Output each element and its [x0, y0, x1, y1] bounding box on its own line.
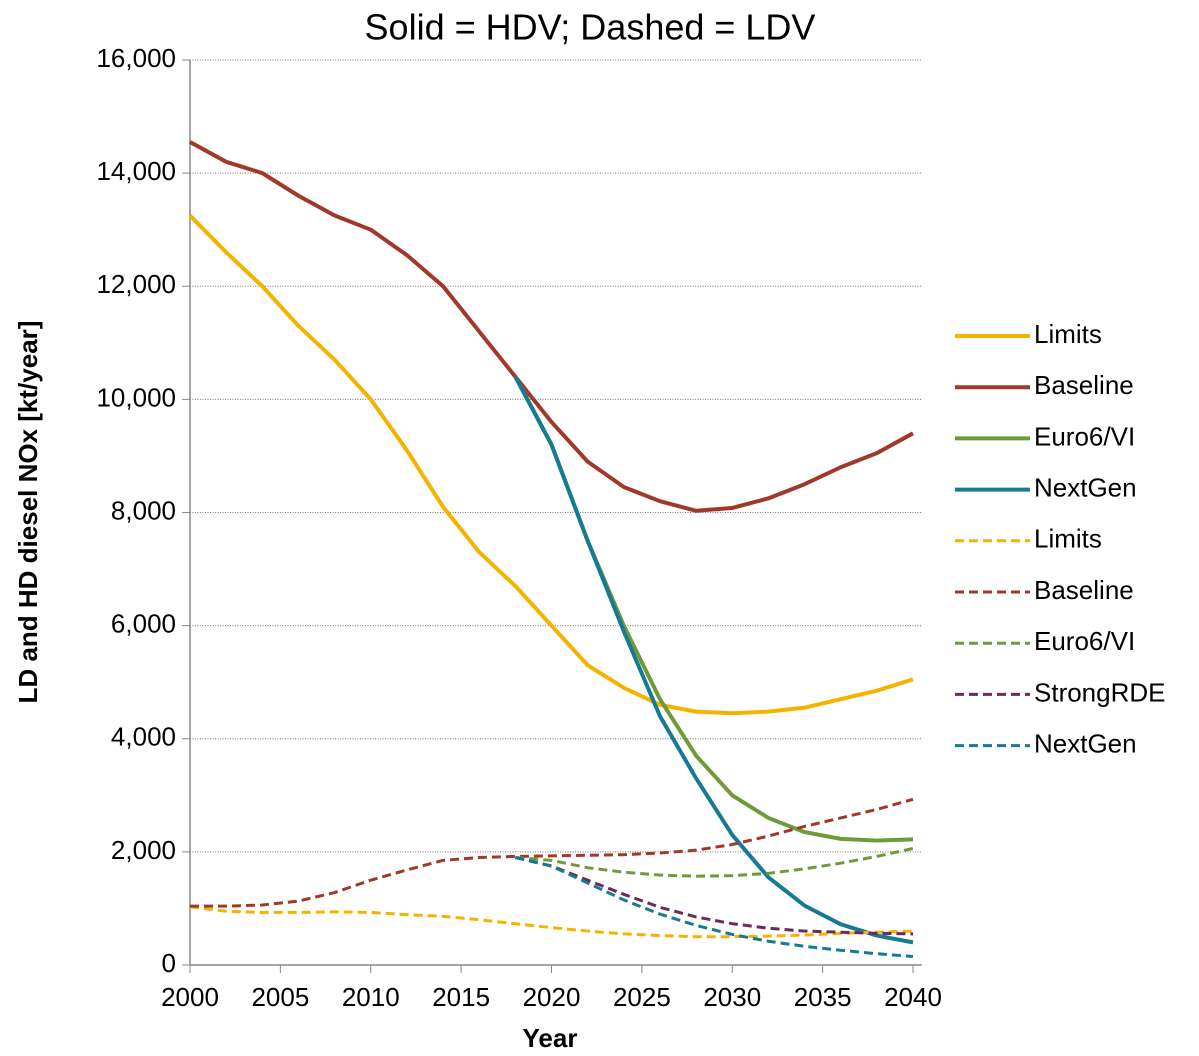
legend-label: StrongRDE	[1034, 677, 1166, 707]
chart-title: Solid = HDV; Dashed = LDV	[365, 7, 816, 48]
y-tick-label: 10,000	[96, 382, 176, 412]
legend-label: Euro6/VI	[1034, 626, 1135, 656]
x-tick-label: 2025	[613, 982, 671, 1012]
x-tick-label: 2015	[432, 982, 490, 1012]
y-tick-label: 2,000	[111, 835, 176, 865]
x-tick-label: 2000	[161, 982, 219, 1012]
series-line	[515, 856, 914, 959]
legend-label: NextGen	[1034, 472, 1137, 502]
x-tick-label: 2040	[884, 982, 942, 1012]
series-line	[515, 856, 914, 936]
y-tick-label: 12,000	[96, 269, 176, 299]
x-tick-label: 2030	[703, 982, 761, 1012]
y-tick-label: 0	[162, 948, 176, 978]
y-axis-label: LD and HD diesel NOx [kt/year]	[13, 321, 43, 704]
y-tick-label: 6,000	[111, 609, 176, 639]
x-tick-label: 2005	[251, 982, 309, 1012]
y-tick-label: 16,000	[96, 43, 176, 73]
x-tick-label: 2035	[794, 982, 852, 1012]
x-tick-label: 2010	[342, 982, 400, 1012]
series-line	[515, 847, 914, 878]
legend-label: Euro6/VI	[1034, 421, 1135, 451]
y-tick-label: 8,000	[111, 495, 176, 525]
legend-label: Limits	[1034, 319, 1102, 349]
series-line	[190, 797, 914, 908]
legend-label: Baseline	[1034, 575, 1134, 605]
series-line	[189, 905, 914, 939]
y-tick-label: 14,000	[96, 156, 176, 186]
series-line	[188, 214, 914, 716]
legend-label: Baseline	[1034, 370, 1134, 400]
series-line	[513, 375, 914, 945]
series-line	[189, 140, 914, 513]
y-tick-label: 4,000	[111, 722, 176, 752]
x-axis-label: Year	[523, 1023, 578, 1053]
x-tick-label: 2020	[523, 982, 581, 1012]
legend-label: Limits	[1034, 524, 1102, 554]
legend-label: NextGen	[1034, 728, 1137, 758]
